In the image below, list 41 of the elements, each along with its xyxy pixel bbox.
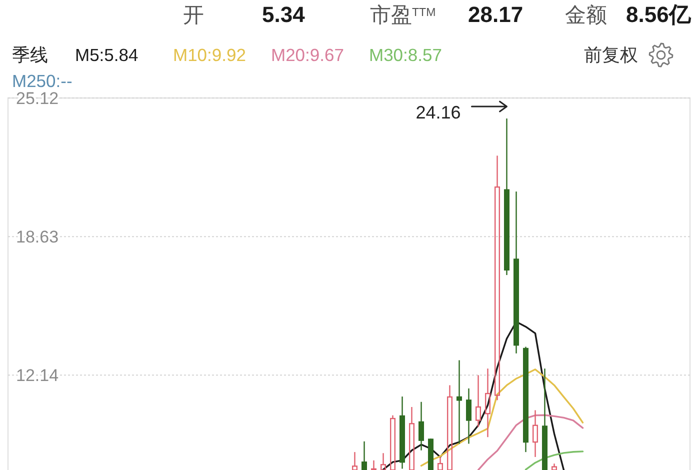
candlestick xyxy=(532,410,538,458)
text: M30:8.57 xyxy=(369,45,442,65)
text: 金额 xyxy=(565,4,607,27)
candlestick xyxy=(551,462,558,470)
line-series xyxy=(420,368,584,467)
line-series xyxy=(382,320,565,470)
y-tick-label: 25.12 xyxy=(16,88,59,108)
line-series xyxy=(524,450,584,470)
candlestick xyxy=(370,460,377,470)
annotation: 24.16 xyxy=(416,102,461,122)
text: 28.17 xyxy=(468,2,524,27)
candlestick xyxy=(361,440,368,470)
candlestick xyxy=(390,414,396,470)
candlestick xyxy=(504,118,510,276)
text: 市盈$^{TTM}$ xyxy=(370,4,436,27)
y-tick-label: 12.14 xyxy=(16,366,59,386)
candlestick xyxy=(456,360,462,444)
text: M5:5.84 xyxy=(75,45,138,65)
candlestick xyxy=(513,190,520,354)
candlestick xyxy=(408,406,415,470)
candlestick xyxy=(437,456,444,470)
candlestick xyxy=(475,374,482,428)
candlestick xyxy=(352,451,358,470)
text: M10:9.92 xyxy=(173,45,246,65)
candlestick xyxy=(380,452,386,470)
text: 8.56亿 xyxy=(626,2,692,27)
candlestick xyxy=(446,384,453,470)
chart-subtitle: 前复权 xyxy=(584,45,638,65)
text: 5.34 xyxy=(262,2,306,27)
candlestick xyxy=(484,368,491,438)
candlestick xyxy=(418,401,424,451)
chart-title: 季线 xyxy=(12,45,48,65)
candlestick xyxy=(466,388,472,444)
legend-label: M250:-- xyxy=(12,71,72,91)
y-tick-label: 18.63 xyxy=(16,228,59,247)
text: 开 xyxy=(183,4,204,27)
candlestick xyxy=(399,396,406,470)
text: M20:9.67 xyxy=(271,45,344,65)
candlestick xyxy=(494,155,500,401)
line-series xyxy=(477,414,584,470)
candlestick xyxy=(542,368,548,470)
